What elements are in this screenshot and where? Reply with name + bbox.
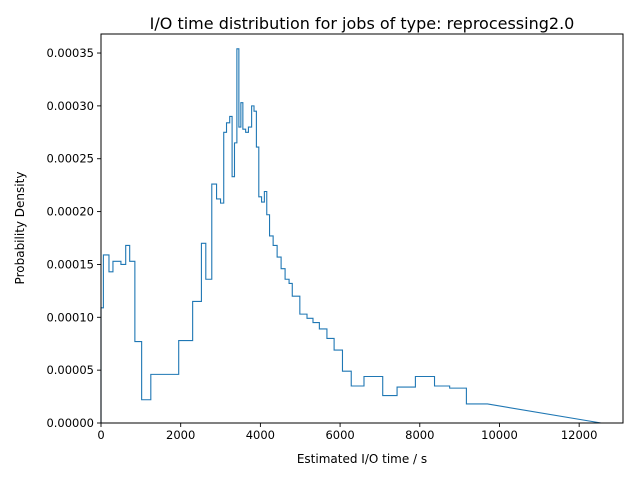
x-tick-label: 0	[97, 428, 104, 442]
y-axis-ticks: 0.00000 0.00005 0.00010 0.00015 0.00020 0.000…	[46, 46, 101, 430]
plot-area	[100, 33, 624, 424]
y-tick-label: 0.00010	[46, 310, 94, 324]
x-tick-label: 8000	[405, 428, 434, 442]
y-tick-label: 0.00020	[46, 205, 94, 219]
x-axis-label: Estimated I/O time / s	[297, 452, 427, 466]
x-tick-label: 10000	[481, 428, 518, 442]
x-tick-label: 4000	[246, 428, 275, 442]
histogram-step-line	[100, 48, 602, 424]
x-tick-label: 6000	[325, 428, 354, 442]
y-tick-label: 0.00015	[46, 257, 94, 271]
chart-title: I/O time distribution for jobs of type: …	[150, 14, 575, 33]
y-axis-label: Probability Density	[13, 172, 27, 285]
axes-frame	[100, 33, 624, 424]
y-tick-label: 0.00035	[46, 46, 94, 60]
x-axis-ticks: 0 2000 4000 6000 8000 10000 12000	[97, 423, 597, 442]
y-tick-label: 0.00025	[46, 152, 94, 166]
x-tick-label: 12000	[561, 428, 598, 442]
x-tick-label: 2000	[166, 428, 195, 442]
y-tick-label: 0.00005	[46, 363, 94, 377]
y-tick-label: 0.00030	[46, 99, 94, 113]
y-tick-label: 0.00000	[46, 416, 94, 430]
